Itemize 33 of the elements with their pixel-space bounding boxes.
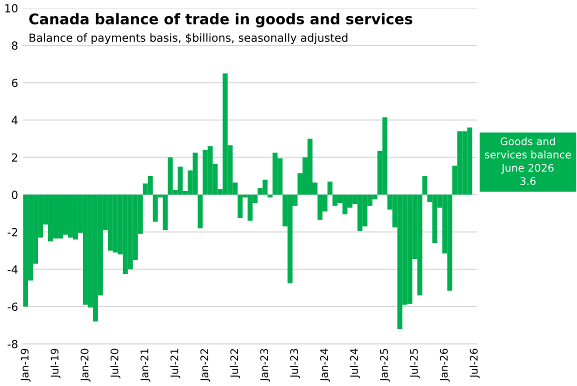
- y-tick-label: 10: [5, 4, 18, 12]
- bar: [198, 194, 203, 228]
- bar: [422, 176, 428, 195]
- text: Goods and services balance June 2026 3.6: [484, 137, 571, 186]
- x-tick-label: Jul-23: [290, 348, 300, 378]
- x-tick-label: Jul-21: [170, 349, 180, 378]
- y-tick-label: -6: [8, 302, 18, 311]
- chart-title: Canada balance of trade in goods and services: [29, 13, 412, 28]
- x-tick-label: Jul-20: [110, 348, 120, 378]
- y-tick-label: 8: [12, 41, 18, 50]
- y-tick-label: 0: [12, 190, 18, 200]
- x-tick-label: Jul-25: [410, 349, 420, 378]
- bar: [268, 194, 273, 198]
- text: Balance of payments basis, $billions, seasonally adjusted: [30, 33, 348, 44]
- x-tick-label: Jan-19: [20, 348, 31, 382]
- x-tick-label: Jul-26: [470, 348, 480, 378]
- bar: [327, 182, 332, 195]
- x-tick-label: Jan-22: [200, 349, 210, 382]
- y-tick-label: -8: [8, 340, 18, 348]
- x-tick-label: Jan-20: [80, 348, 90, 382]
- x-tick-label: Jul-24: [350, 348, 360, 378]
- y-tick-label: 2: [12, 153, 18, 162]
- y-tick-label: 4: [12, 116, 18, 124]
- x-tick-label: Jul-22: [230, 349, 240, 378]
- x-tick-label: Jan-24: [320, 348, 330, 382]
- y-tick-label: -2: [8, 228, 18, 236]
- y-tick-label: -4: [8, 265, 18, 274]
- x-tick-label: Jan-21: [140, 349, 150, 382]
- x-tick-label: Jul-19: [50, 348, 60, 378]
- y-tick-label: 6: [12, 78, 18, 88]
- x-tick-label: Jan-25: [380, 349, 390, 382]
- x-tick-label: Jan-26: [440, 348, 450, 382]
- x-tick-label: Jan-23: [260, 348, 270, 382]
